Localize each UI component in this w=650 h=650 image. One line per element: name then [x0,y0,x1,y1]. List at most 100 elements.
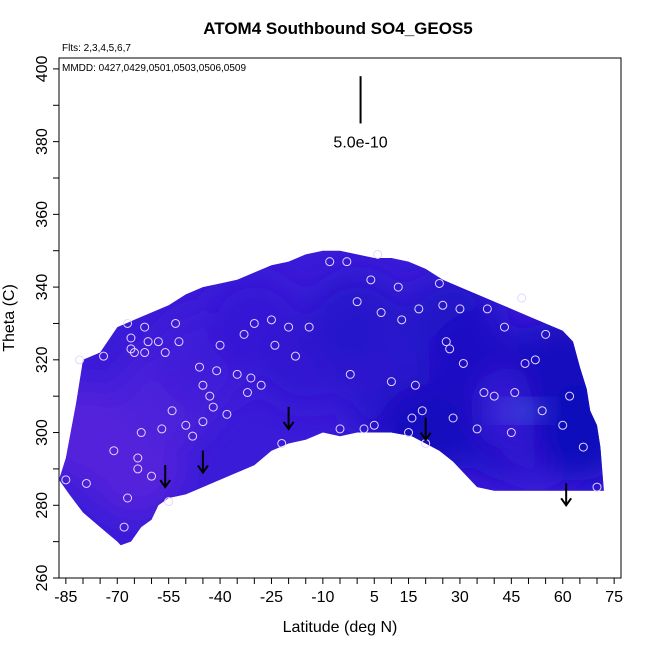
flight-arrow [159,465,172,489]
sample-point [174,337,184,347]
flight-arrow [282,406,295,431]
x-tick-label: -55 [157,589,180,606]
sample-point [212,366,222,376]
sample-point [270,340,280,350]
sample-point [376,308,386,318]
arrow-head [419,432,432,442]
sample-point [284,322,294,332]
sample-point [239,329,249,339]
sample-point [157,424,167,434]
x-tick-label: -40 [208,589,231,606]
y-tick-label: 300 [34,419,51,446]
sample-point [188,431,198,441]
sample-point [99,351,109,361]
y-tick-label: 260 [34,565,51,592]
sample-point [369,420,379,430]
y-tick-label: 380 [34,128,51,155]
sample-point [393,282,403,292]
sample-point [499,322,509,332]
sample-point [123,493,133,503]
sample-point [541,329,551,339]
x-tick-label: -85 [54,589,77,606]
sample-point [123,318,133,328]
sample-point [171,318,181,328]
y-tick-label: 280 [34,492,51,519]
x-tick-label: -10 [311,589,334,606]
sample-point [345,369,355,379]
x-tick-label: -70 [106,589,129,606]
sample-point [205,391,215,401]
y-tick-label: 320 [34,346,51,373]
sample-point [232,369,242,379]
arrow-head [197,464,209,475]
sample-point [143,337,153,347]
sample-point [506,428,516,438]
y-tick-label: 400 [34,55,51,82]
sample-point [266,315,276,325]
sample-point [520,358,530,368]
flight-arrow [419,417,432,442]
sample-point [167,406,177,416]
sample-point [342,257,352,267]
arrow-head [159,479,172,489]
sample-point [445,344,455,354]
sample-point [397,315,407,325]
sample-point [417,406,427,416]
x-tick-label: 60 [554,589,572,606]
sample-point [249,318,259,328]
sample-point [517,293,527,303]
flights-annotation: Flts: 2,3,4,5,6,7 [62,43,131,54]
sample-point [215,340,225,350]
chart-title: ATOM4 Southbound SO4_GEOS5 [203,19,473,38]
sample-point [458,358,468,368]
x-axis: -85 -70 -55 -40 -25 -10 5 15 30 45 60 75 [54,578,623,606]
flight-arrows [159,406,572,507]
sample-point [140,348,150,358]
sample-point [438,300,448,310]
x-tick-label: 45 [502,589,520,606]
sample-point [195,362,204,372]
sample-point [373,249,383,259]
sample-point [472,424,482,434]
sample-point [198,417,208,427]
sample-point [565,391,575,401]
sample-point [479,388,489,398]
sample-point [290,351,300,361]
sample-point [277,438,287,448]
sample-point [136,428,146,438]
sample-point [304,322,314,332]
sample-point [386,377,396,387]
field-blob [309,275,406,372]
sample-point [242,388,252,398]
x-tick-label: 5 [370,589,379,606]
sample-point [489,391,499,401]
sample-point [537,406,547,416]
arrow-head [560,497,572,507]
field-highlight [493,400,550,421]
flight-arrow [560,483,572,507]
y-tick-label: 340 [34,274,51,301]
sample-point [164,497,174,507]
sample-point [246,373,256,383]
x-tick-label: 15 [400,589,418,606]
sample-point [61,475,71,485]
sample-point [133,464,143,474]
sample-point [592,482,602,492]
x-tick-label: 30 [451,589,469,606]
sample-point [109,446,119,456]
sample-point [434,278,444,288]
scale-label: 5.0e-10 [333,134,387,151]
sample-point [256,380,266,390]
sample-point [366,275,376,285]
sample-point [160,348,170,358]
sample-point [407,413,417,423]
sample-point [181,420,191,430]
sample-point [129,348,139,358]
sample-point [222,409,232,419]
y-axis-label: Theta (C) [1,284,18,352]
sample-point [558,420,568,430]
sample-point [359,424,369,434]
sample-point [75,355,85,365]
sample-point [140,322,150,332]
